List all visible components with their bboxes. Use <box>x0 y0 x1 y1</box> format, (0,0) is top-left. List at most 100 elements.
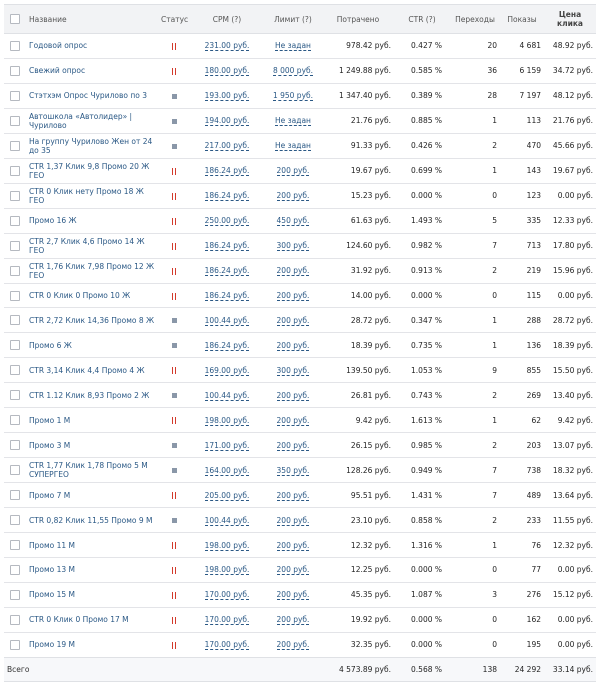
status-cell[interactable] <box>158 33 190 59</box>
campaign-name-link[interactable]: Промо 1 М <box>26 407 158 433</box>
header-cpc[interactable]: Цена клика <box>544 4 596 34</box>
row-checkbox[interactable] <box>10 564 20 575</box>
pause-icon[interactable] <box>172 417 176 425</box>
row-checkbox[interactable] <box>10 165 20 176</box>
limit-link[interactable]: 1 950 руб. <box>272 91 314 102</box>
campaign-name-link[interactable]: Промо 16 Ж <box>26 207 158 234</box>
row-checkbox-cell[interactable] <box>4 107 26 134</box>
status-cell[interactable] <box>158 207 190 234</box>
limit-link[interactable]: Не задан <box>275 41 311 52</box>
table-row[interactable]: CTR 0 Клик нету Промо 18 Ж ГЕО 186.24 руб… <box>4 182 596 209</box>
table-row[interactable]: CTR 1.12 Клик 8,93 Промо 2 Ж 100.44 руб. 2… <box>4 382 596 408</box>
header-spent[interactable]: Потрачено <box>322 4 394 34</box>
cpm-link[interactable]: 198.00 руб. <box>204 540 250 551</box>
table-row[interactable]: CTR 3,14 Клик 4,4 Промо 4 Ж 169.00 руб. 30… <box>4 357 596 383</box>
campaign-name-link[interactable]: Стэтхэм Опрос Чурилово по 3 <box>26 82 158 109</box>
row-checkbox-cell[interactable] <box>4 357 26 383</box>
table-row[interactable]: Промо 1 М 198.00 руб. 200 руб. 9.42 руб. 1.6… <box>4 407 596 433</box>
cpm-link[interactable]: 217.00 руб. <box>204 141 250 152</box>
limit-link[interactable]: 200 руб. <box>276 540 310 551</box>
pause-icon[interactable] <box>172 192 176 200</box>
limit-link[interactable]: 200 руб. <box>276 390 310 401</box>
status-cell[interactable] <box>158 307 190 333</box>
row-checkbox[interactable] <box>10 465 20 476</box>
status-cell[interactable] <box>158 432 190 458</box>
stop-icon[interactable] <box>171 118 177 124</box>
row-checkbox[interactable] <box>10 440 20 451</box>
row-checkbox-cell[interactable] <box>4 257 26 284</box>
row-checkbox-cell[interactable] <box>4 407 26 433</box>
row-checkbox-cell[interactable] <box>4 57 26 84</box>
cpm-link[interactable]: 186.24 руб. <box>204 340 250 351</box>
row-checkbox-cell[interactable] <box>4 33 26 59</box>
row-checkbox-cell[interactable] <box>4 332 26 358</box>
pause-icon[interactable] <box>172 591 176 599</box>
pause-icon[interactable] <box>172 641 176 649</box>
row-checkbox-cell[interactable] <box>4 507 26 533</box>
cpm-link[interactable]: 186.24 руб. <box>204 166 250 177</box>
row-checkbox[interactable] <box>10 40 20 51</box>
campaign-name-link[interactable]: Свежий опрос <box>26 57 158 84</box>
limit-link[interactable]: 350 руб. <box>276 465 310 476</box>
campaign-name-link[interactable]: CTR 2,7 Клик 4,6 Промо 14 Ж ГЕО <box>26 232 158 259</box>
stop-icon[interactable] <box>171 443 177 449</box>
status-cell[interactable] <box>158 532 190 558</box>
table-row[interactable]: CTR 0 Клик 0 Промо 17 М 170.00 руб. 200 ру… <box>4 606 596 633</box>
row-checkbox[interactable] <box>10 390 20 401</box>
table-row[interactable]: Свежий опрос 180.00 руб. 8 000 руб. 1 249.8… <box>4 57 596 84</box>
row-checkbox-cell[interactable] <box>4 382 26 408</box>
cpm-link[interactable]: 100.44 руб. <box>204 390 250 401</box>
status-cell[interactable] <box>158 182 190 209</box>
row-checkbox-cell[interactable] <box>4 432 26 458</box>
limit-link[interactable]: 200 руб. <box>276 590 310 601</box>
cpm-link[interactable]: 170.00 руб. <box>204 590 250 601</box>
row-checkbox-cell[interactable] <box>4 606 26 633</box>
status-cell[interactable] <box>158 382 190 408</box>
cpm-link[interactable]: 100.44 руб. <box>204 315 250 326</box>
status-cell[interactable] <box>158 507 190 533</box>
row-checkbox[interactable] <box>10 315 20 326</box>
limit-link[interactable]: 200 руб. <box>276 640 310 651</box>
cpm-link[interactable]: 100.44 руб. <box>204 515 250 526</box>
limit-link[interactable]: 200 руб. <box>276 315 310 326</box>
row-checkbox-cell[interactable] <box>4 532 26 558</box>
limit-link[interactable]: 200 руб. <box>276 415 310 426</box>
table-row[interactable]: CTR 0 Клик 0 Промо 10 Ж 186.24 руб. 200 ру… <box>4 282 596 308</box>
cpm-link[interactable]: 164.00 руб. <box>204 465 250 476</box>
row-checkbox[interactable] <box>10 65 20 76</box>
row-checkbox[interactable] <box>10 515 20 526</box>
stop-icon[interactable] <box>171 518 177 524</box>
table-row[interactable]: Промо 19 М 170.00 руб. 200 руб. 32.35 руб. 0… <box>4 631 596 658</box>
row-checkbox-cell[interactable] <box>4 457 26 483</box>
status-cell[interactable] <box>158 482 190 508</box>
table-row[interactable]: Промо 3 М 171.00 руб. 200 руб. 26.15 руб. 0.… <box>4 432 596 458</box>
limit-link[interactable]: 200 руб. <box>276 565 310 576</box>
row-checkbox[interactable] <box>10 340 20 351</box>
campaign-name-link[interactable]: CTR 1,76 Клик 7,98 Промо 12 Ж ГЕО <box>26 257 158 284</box>
status-cell[interactable] <box>158 606 190 633</box>
stop-icon[interactable] <box>171 468 177 474</box>
table-row[interactable]: Промо 16 Ж 250.00 руб. 450 руб. 61.63 руб. 1… <box>4 207 596 234</box>
cpm-link[interactable]: 198.00 руб. <box>204 565 250 576</box>
row-checkbox[interactable] <box>10 265 20 276</box>
status-cell[interactable] <box>158 357 190 383</box>
campaign-name-link[interactable]: На группу Чурилово Жен от 24 до 35 <box>26 132 158 159</box>
campaign-name-link[interactable]: CTR 1.12 Клик 8,93 Промо 2 Ж <box>26 382 158 408</box>
campaign-name-link[interactable]: Промо 11 М <box>26 532 158 558</box>
campaign-name-link[interactable]: CTR 1,77 Клик 1,78 Промо 5 М СУПЕРГЕО <box>26 457 158 483</box>
campaign-name-link[interactable]: Промо 7 М <box>26 482 158 508</box>
pause-icon[interactable] <box>172 217 176 225</box>
cpm-link[interactable]: 194.00 руб. <box>204 116 250 127</box>
campaign-name-link[interactable]: Промо 19 М <box>26 631 158 658</box>
table-row[interactable]: Промо 6 Ж 186.24 руб. 200 руб. 18.39 руб. 0.… <box>4 332 596 358</box>
status-cell[interactable] <box>158 457 190 483</box>
cpm-link[interactable]: 193.00 руб. <box>204 91 250 102</box>
campaign-name-link[interactable]: CTR 3,14 Клик 4,4 Промо 4 Ж <box>26 357 158 383</box>
row-checkbox-cell[interactable] <box>4 157 26 184</box>
pause-icon[interactable] <box>172 242 176 250</box>
limit-link[interactable]: 200 руб. <box>276 291 310 301</box>
row-checkbox-cell[interactable] <box>4 132 26 159</box>
status-cell[interactable] <box>158 332 190 358</box>
table-row[interactable]: На группу Чурилово Жен от 24 до 35 217.00… <box>4 132 596 159</box>
cpm-link[interactable]: 198.00 руб. <box>204 415 250 426</box>
